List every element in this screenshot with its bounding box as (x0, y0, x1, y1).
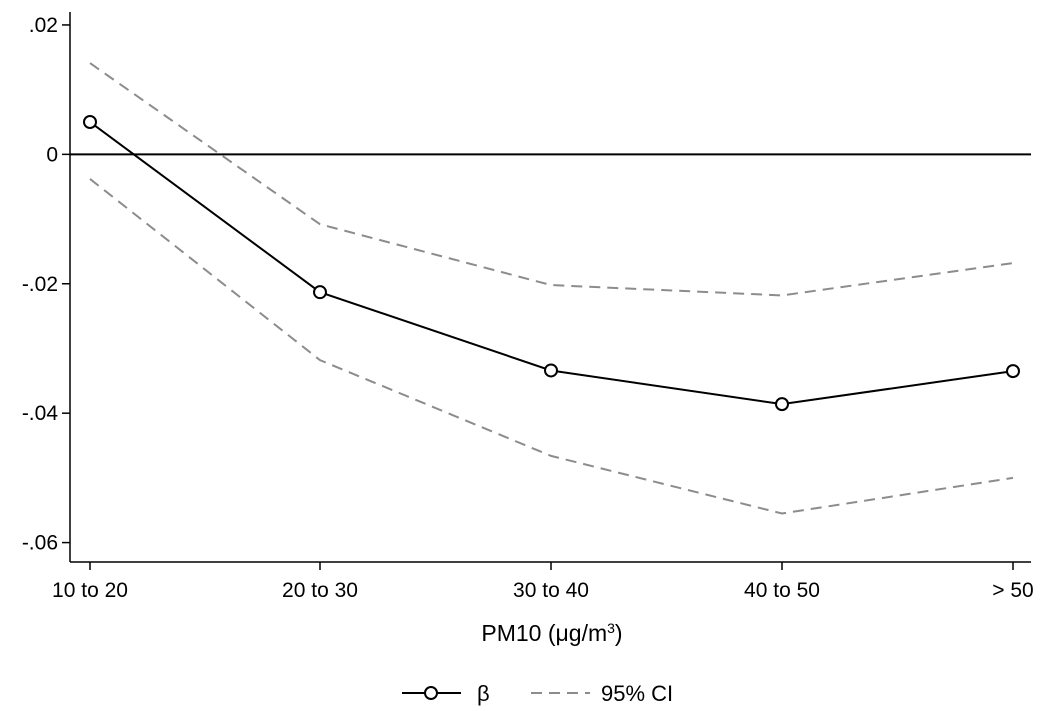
y-tick-label: .02 (29, 14, 58, 37)
x-axis-title: PM10 (μg/m3) (481, 620, 622, 646)
legend-beta-label: β (477, 681, 490, 706)
legend-beta-marker (424, 686, 438, 700)
ci-upper-line (89, 62, 1014, 297)
beta-point (83, 115, 97, 129)
legend: β 95% CI (402, 681, 673, 706)
beta-point (1006, 364, 1020, 379)
x-tick-label: 30 to 40 (513, 579, 589, 602)
beta-point (775, 397, 789, 412)
y-tick-label: -.06 (22, 532, 58, 555)
x-tick-label: 40 to 50 (744, 579, 820, 602)
y-tick-label: 0 (46, 143, 58, 166)
x-tick-label: > 50 (992, 579, 1033, 602)
beta-line (89, 121, 1014, 406)
beta-point (544, 363, 558, 378)
plot-area (70, 62, 1031, 515)
y-axis: .02 0 -.02 -.04 -.06 (22, 12, 71, 562)
x-tick-label: 20 to 30 (282, 579, 358, 602)
y-tick-label: -.04 (22, 402, 59, 425)
ci-lower-line (89, 178, 1014, 515)
x-tick-label: 10 to 20 (52, 579, 128, 602)
legend-ci-label: 95% CI (601, 681, 673, 706)
beta-point (313, 285, 327, 300)
y-tick-label: -.02 (22, 273, 58, 296)
x-axis: 10 to 20 20 to 30 30 to 40 40 to 50 > 50 (52, 561, 1034, 602)
